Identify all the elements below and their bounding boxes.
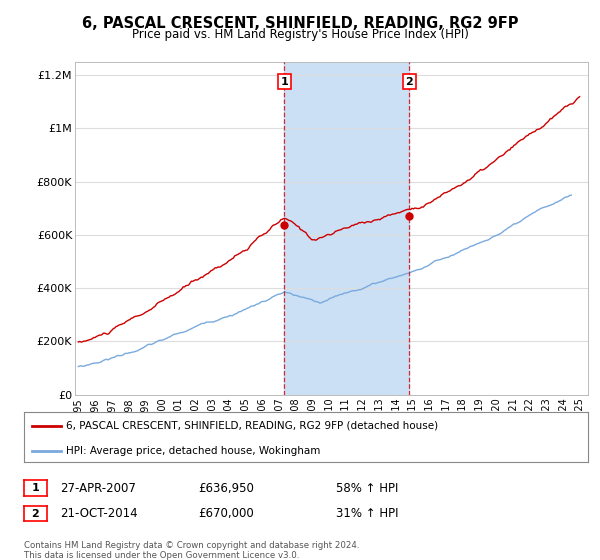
Text: £670,000: £670,000 [198, 507, 254, 520]
Text: 27-APR-2007: 27-APR-2007 [60, 482, 136, 495]
Text: 2: 2 [406, 77, 413, 87]
Text: 58% ↑ HPI: 58% ↑ HPI [336, 482, 398, 495]
Text: 6, PASCAL CRESCENT, SHINFIELD, READING, RG2 9FP (detached house): 6, PASCAL CRESCENT, SHINFIELD, READING, … [66, 421, 439, 431]
Text: 21-OCT-2014: 21-OCT-2014 [60, 507, 137, 520]
Text: Contains HM Land Registry data © Crown copyright and database right 2024.
This d: Contains HM Land Registry data © Crown c… [24, 541, 359, 560]
Text: 2: 2 [32, 508, 39, 519]
Text: HPI: Average price, detached house, Wokingham: HPI: Average price, detached house, Woki… [66, 446, 320, 456]
Text: Price paid vs. HM Land Registry's House Price Index (HPI): Price paid vs. HM Land Registry's House … [131, 28, 469, 41]
Text: 6, PASCAL CRESCENT, SHINFIELD, READING, RG2 9FP: 6, PASCAL CRESCENT, SHINFIELD, READING, … [82, 16, 518, 31]
Text: £636,950: £636,950 [198, 482, 254, 495]
Text: 1: 1 [32, 483, 39, 493]
Bar [284, 62, 409, 395]
Text: 31% ↑ HPI: 31% ↑ HPI [336, 507, 398, 520]
Text: 1: 1 [280, 77, 288, 87]
